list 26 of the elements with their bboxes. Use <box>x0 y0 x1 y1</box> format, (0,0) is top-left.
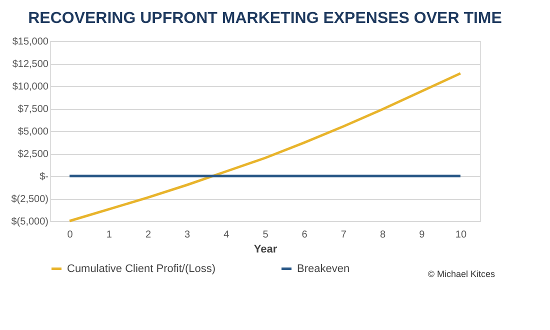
x-tick-label: 10 <box>455 230 467 240</box>
y-tick-label: $7,500 <box>18 104 49 115</box>
y-tick-label: $(2,500) <box>11 194 48 205</box>
legend-label: Cumulative Client Profit/(Loss) <box>67 262 216 275</box>
x-tick-label: 4 <box>224 230 230 240</box>
y-tick-label: $12,500 <box>12 59 49 70</box>
x-tick-label: 9 <box>419 230 426 240</box>
y-tick-label: $2,500 <box>18 149 49 160</box>
text: © Michael Kitces <box>428 269 496 279</box>
x-tick-label: 7 <box>340 230 347 240</box>
x-tick-label: 1 <box>106 230 112 240</box>
x-tick-label: 2 <box>145 230 152 240</box>
x-tick-label: 5 <box>262 230 269 240</box>
x-tick-label: 6 <box>302 230 308 240</box>
x-axis-title: Year <box>254 244 278 256</box>
x-tick-label: 0 <box>67 230 74 240</box>
y-tick-label: $15,000 <box>12 36 49 48</box>
legend-label: Breakeven <box>297 262 350 275</box>
x-tick-label: 8 <box>380 230 386 240</box>
x-tick-label: 3 <box>184 230 191 240</box>
chart-title: RECOVERING UPFRONT MARKETING EXPENSES OVER TIME <box>28 10 502 27</box>
line-series <box>68 72 462 222</box>
y-tick-label: $10,000 <box>12 82 49 92</box>
y-tick-label: $- <box>40 172 48 182</box>
y-tick-label: $5,000 <box>18 126 49 138</box>
y-tick-label: $(5,000) <box>11 216 48 228</box>
